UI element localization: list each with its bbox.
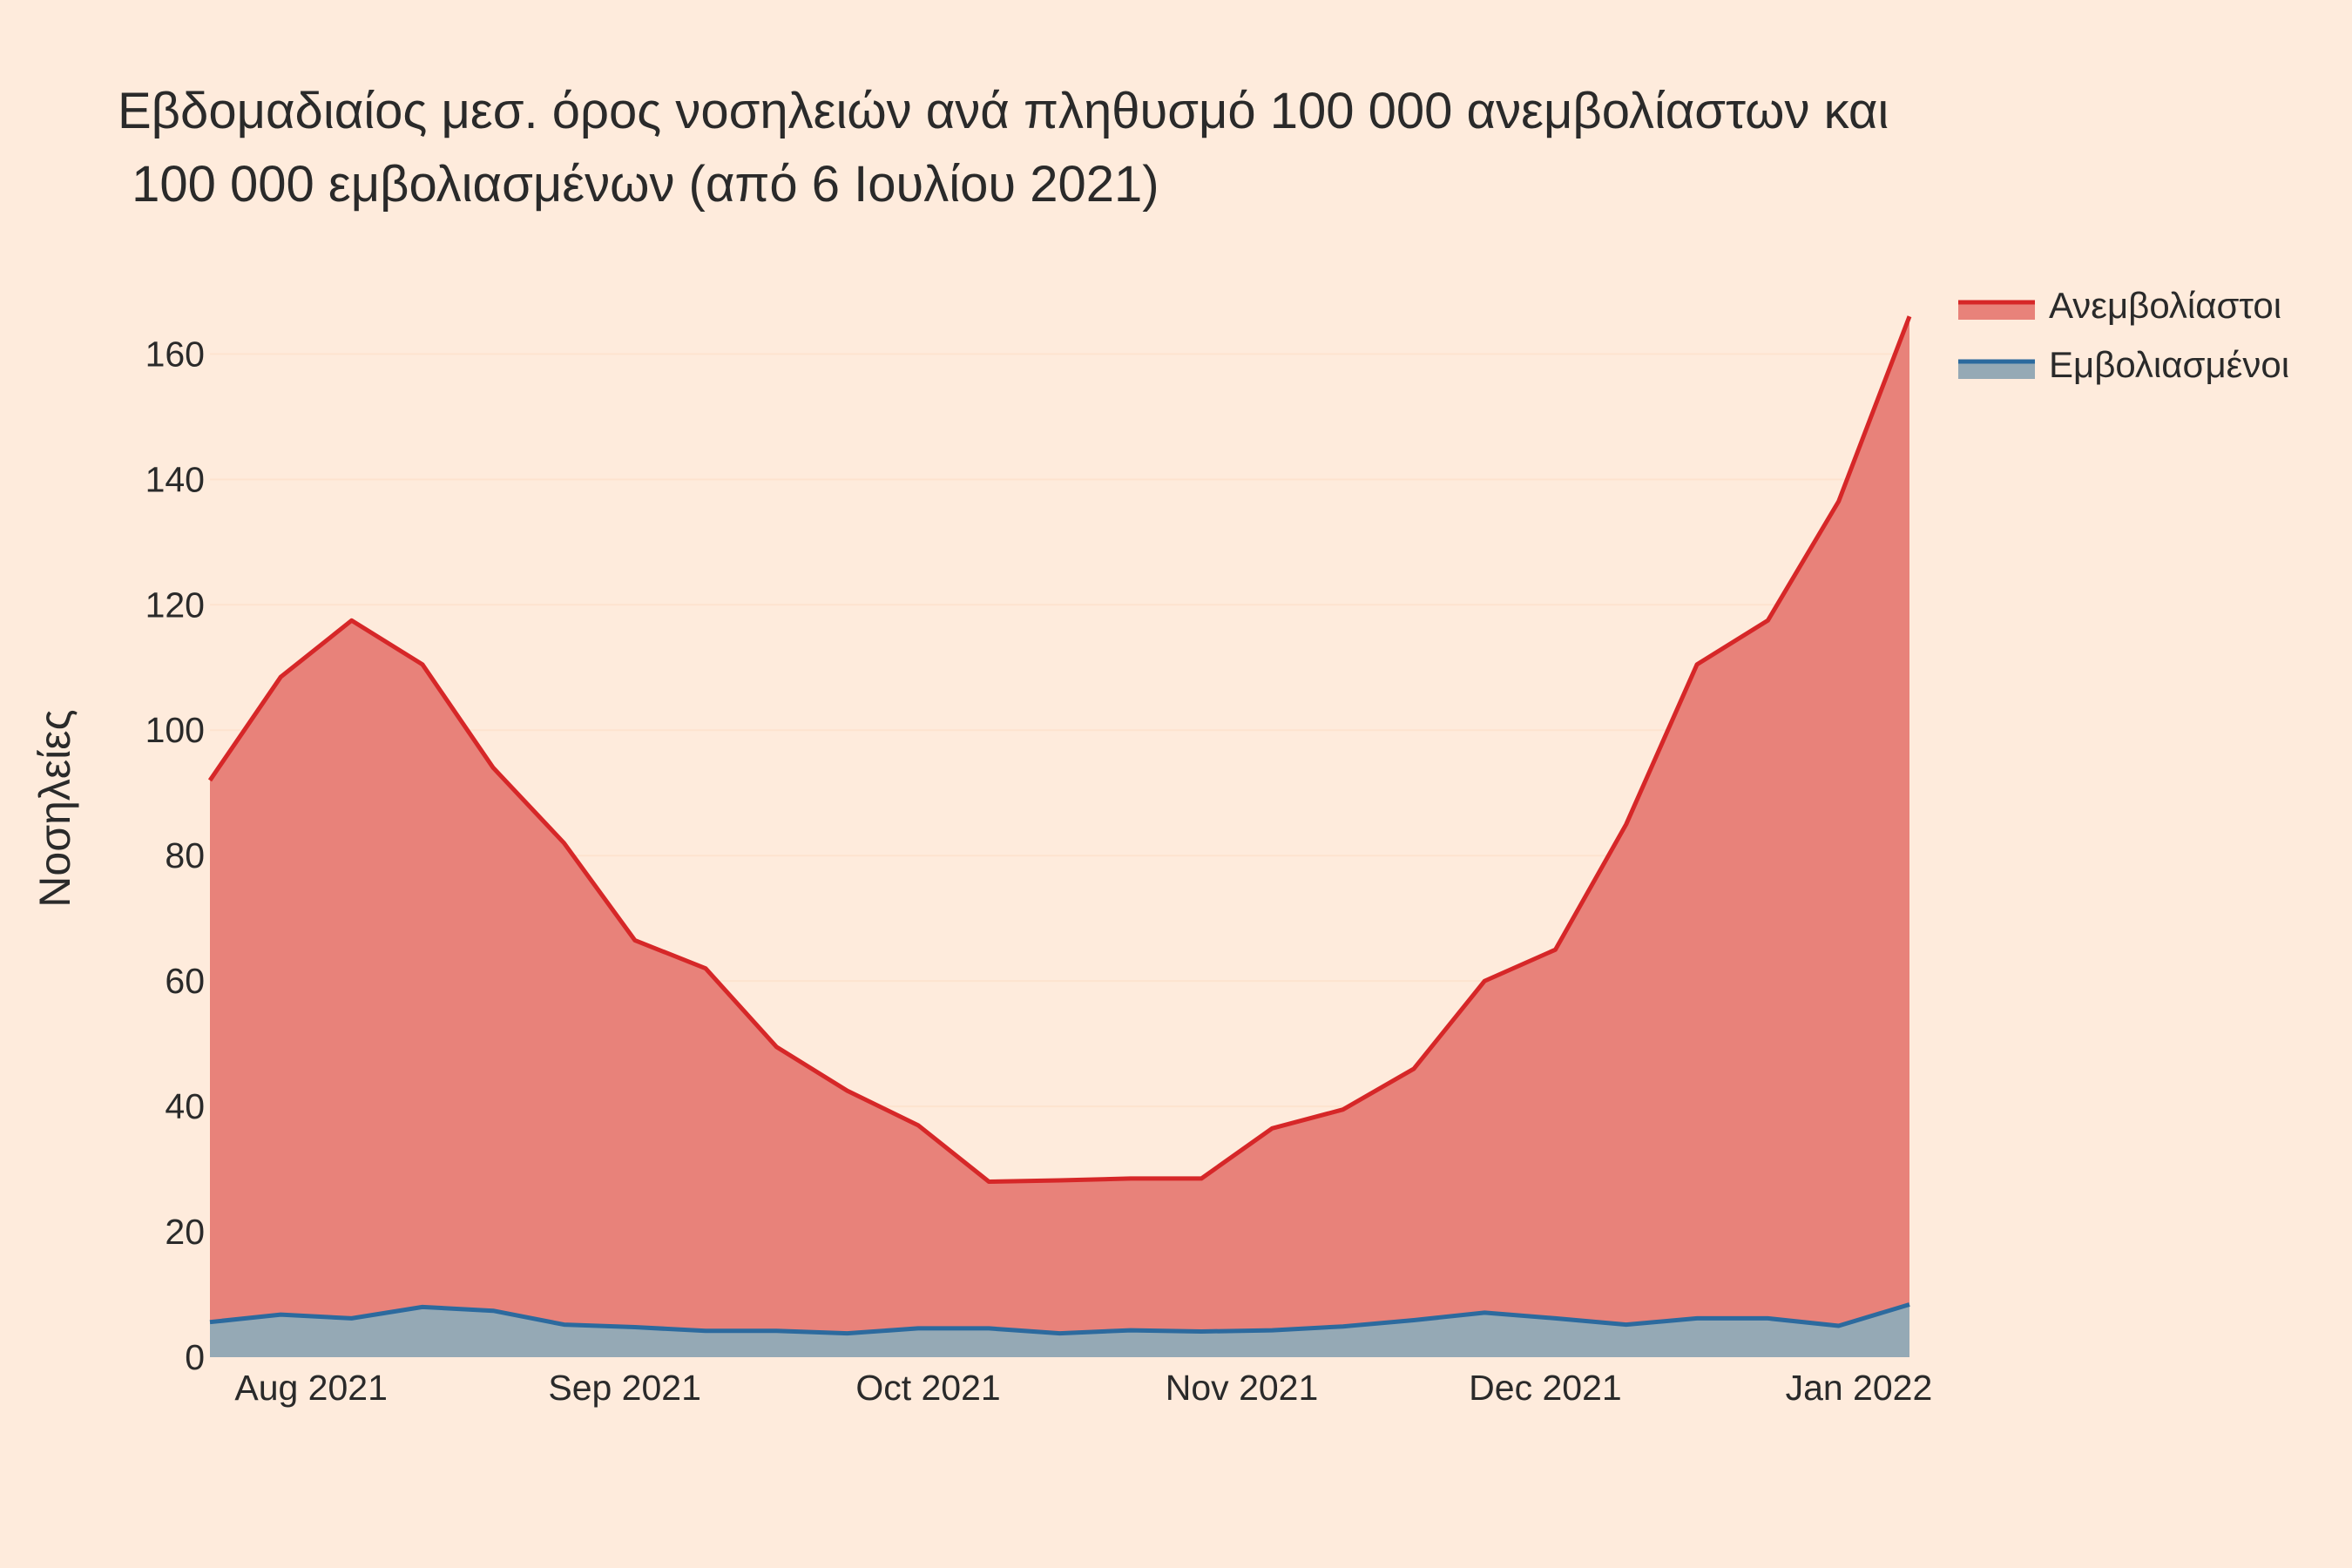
data-point-1[interactable]: [1479, 976, 1490, 986]
data-point-2[interactable]: [1762, 1313, 1773, 1323]
data-point-1[interactable]: [1692, 659, 1702, 670]
data-point-2[interactable]: [347, 1313, 357, 1323]
y-axis-title: Νοσηλείες: [30, 709, 79, 907]
data-point-1[interactable]: [1621, 819, 1632, 829]
y-tick-label: 0: [185, 1337, 205, 1377]
data-point-1[interactable]: [913, 1120, 923, 1131]
data-point-2[interactable]: [1904, 1300, 1915, 1310]
data-point-1[interactable]: [1125, 1173, 1136, 1184]
data-point-2[interactable]: [488, 1306, 498, 1316]
y-tick-label: 20: [165, 1212, 205, 1252]
data-point-2[interactable]: [1055, 1328, 1065, 1339]
data-point-2[interactable]: [1834, 1321, 1844, 1331]
data-point-2[interactable]: [1479, 1308, 1490, 1318]
data-point-1[interactable]: [700, 963, 711, 974]
data-point-2[interactable]: [1621, 1320, 1632, 1330]
data-point-2[interactable]: [630, 1322, 640, 1333]
data-point-1[interactable]: [1267, 1123, 1277, 1133]
data-point-1[interactable]: [630, 935, 640, 945]
data-point-1[interactable]: [559, 838, 570, 848]
legend[interactable]: Ανεμβολίαστοι Εμβολιασμένοι: [1958, 285, 2289, 385]
data-point-2[interactable]: [1125, 1325, 1136, 1335]
data-point-1[interactable]: [771, 1042, 781, 1052]
series-area-1: [210, 316, 1909, 1358]
legend-item-2[interactable]: Εμβολιασμένοι: [1958, 344, 2289, 385]
chart-title-line-2: 100 000 εμβολιασμένων (από 6 Ιουλίου 202…: [118, 156, 1159, 213]
data-point-2[interactable]: [1338, 1321, 1348, 1332]
data-point-2[interactable]: [1409, 1315, 1419, 1326]
plot-area: [205, 311, 1915, 1358]
data-point-1[interactable]: [983, 1177, 994, 1187]
data-point-2[interactable]: [559, 1320, 570, 1330]
y-axis-ticks: 0 20 40 60 80 100 120 140 160: [145, 334, 205, 1377]
chart-title-line-1: Εβδομαδιαίος μεσ. όρος νοσηλειών ανά πλη…: [118, 83, 1889, 139]
data-point-1[interactable]: [1551, 944, 1561, 955]
y-tick-label: 100: [145, 710, 205, 750]
data-point-1[interactable]: [1055, 1175, 1065, 1186]
y-tick-label: 40: [165, 1086, 205, 1126]
x-tick-label: Sep 2021: [548, 1368, 701, 1408]
x-tick-label: Oct 2021: [855, 1368, 1000, 1408]
x-tick-label: Nov 2021: [1166, 1368, 1319, 1408]
data-point-2[interactable]: [275, 1309, 286, 1320]
y-tick-label: 160: [145, 334, 205, 374]
data-point-2[interactable]: [417, 1301, 428, 1312]
x-tick-label: Aug 2021: [234, 1368, 388, 1408]
legend-swatch-fill: [1958, 302, 2035, 320]
y-tick-label: 140: [145, 459, 205, 499]
data-point-1[interactable]: [417, 659, 428, 670]
data-point-2[interactable]: [1196, 1327, 1206, 1337]
chart-title: Εβδομαδιαίος μεσ. όρος νοσηλειών ανά πλη…: [118, 83, 1889, 213]
legend-label: Εμβολιασμένοι: [2049, 344, 2289, 385]
data-point-1[interactable]: [488, 762, 498, 773]
data-point-2[interactable]: [842, 1328, 853, 1339]
data-point-1[interactable]: [1338, 1105, 1348, 1115]
data-point-2[interactable]: [1267, 1325, 1277, 1335]
legend-item-1[interactable]: Ανεμβολίαστοι: [1958, 285, 2281, 326]
data-point-2[interactable]: [913, 1323, 923, 1334]
x-axis-ticks: Aug 2021 Sep 2021 Oct 2021 Nov 2021 Dec 2021…: [234, 1368, 1932, 1408]
data-point-1[interactable]: [842, 1085, 853, 1096]
data-point-1[interactable]: [1904, 311, 1915, 321]
legend-label: Ανεμβολίαστοι: [2049, 285, 2281, 326]
y-tick-label: 60: [165, 961, 205, 1001]
data-point-1[interactable]: [275, 672, 286, 682]
legend-swatch-fill: [1958, 362, 2035, 379]
data-point-1[interactable]: [1834, 497, 1844, 507]
data-point-1[interactable]: [205, 775, 215, 786]
data-point-1[interactable]: [347, 615, 357, 625]
x-tick-label: Jan 2022: [1786, 1368, 1933, 1408]
data-point-2[interactable]: [983, 1323, 994, 1334]
data-point-2[interactable]: [771, 1326, 781, 1336]
series-line-1: [207, 315, 1912, 1184]
data-point-2[interactable]: [1692, 1313, 1702, 1323]
data-point-2[interactable]: [205, 1317, 215, 1328]
data-point-2[interactable]: [1551, 1313, 1561, 1323]
series-line-2: [209, 1302, 1910, 1336]
data-point-2[interactable]: [700, 1326, 711, 1336]
data-point-1[interactable]: [1762, 615, 1773, 625]
y-tick-label: 80: [165, 835, 205, 875]
y-tick-label: 120: [145, 585, 205, 625]
x-tick-label: Dec 2021: [1469, 1368, 1622, 1408]
series-area-2: [210, 1304, 1909, 1357]
data-point-1[interactable]: [1196, 1173, 1206, 1184]
data-point-1[interactable]: [1409, 1064, 1419, 1074]
